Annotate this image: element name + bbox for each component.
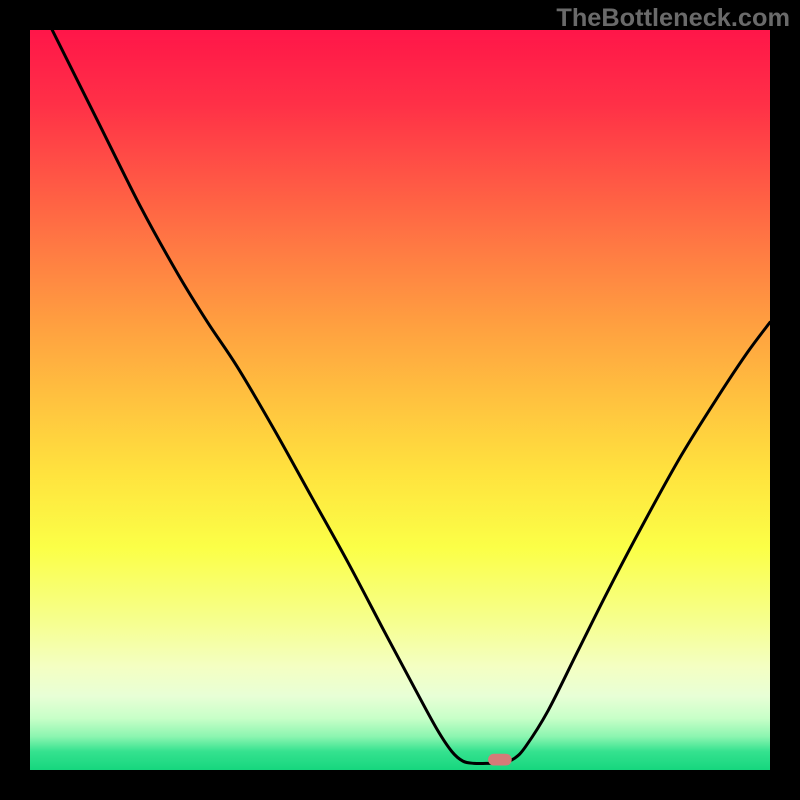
- watermark-text: TheBottleneck.com: [556, 4, 790, 33]
- chart-frame: TheBottleneck.com: [0, 0, 800, 800]
- chart-plot: [30, 30, 770, 770]
- bottleneck-marker: [488, 754, 512, 766]
